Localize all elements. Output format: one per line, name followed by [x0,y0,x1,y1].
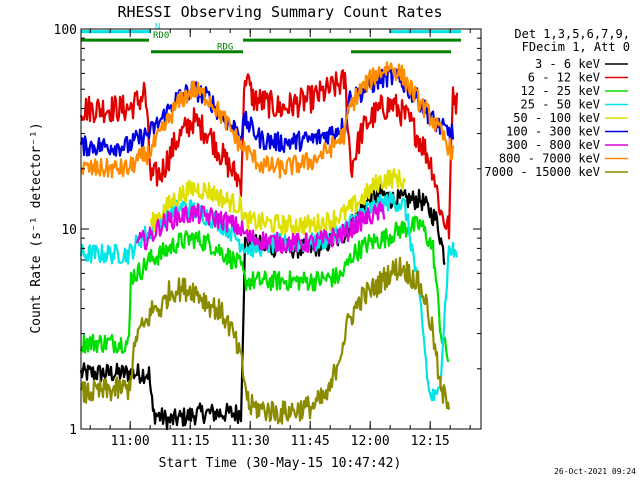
x-axis-label: Start Time (30-May-15 10:47:42) [159,456,402,471]
x-tick-label: 11:15 [171,434,210,449]
series-trace-1 [79,69,459,240]
legend-label: 7000 - 15000 keV [484,165,600,179]
legend-label: 800 - 7000 keV [499,152,600,166]
flag-label: N [155,23,160,33]
x-tick-label: 11:30 [231,434,270,449]
y-tick-label: 1 [69,423,77,438]
flag-label: RDG [217,43,233,53]
series-trace-7 [80,61,455,179]
x-tick-label: 11:45 [291,434,330,449]
series-trace-4 [149,168,407,236]
legend-label: 6 - 12 keV [528,71,600,85]
legend-label: 12 - 25 keV [521,84,600,98]
series-trace-2 [79,215,450,363]
series-trace-5 [79,66,455,157]
chart-title: RHESSI Observing Summary Count Rates [117,3,442,21]
y-tick-label: 10 [61,223,77,238]
x-tick-label: 11:00 [111,434,150,449]
series-trace-6 [135,201,386,254]
footer-date: 26-Oct-2021 09:24 [554,467,636,476]
axes-layer: 11:00 11:15 11:30 11:45 12:00 12:15 1 10 100 [54,23,482,449]
legend-label: 50 - 100 keV [513,111,600,125]
legend-label: 3 - 6 keV [535,57,600,71]
legend-label: 100 - 300 keV [506,125,600,139]
x-tick-label: 12:15 [411,434,450,449]
legend-header-line-2: FDecim 1, Att 0 [522,40,630,54]
flag-label: RD0 [153,31,169,41]
series-layer [79,61,459,431]
legend-header-line-1: Det 1,3,5,6,7,9, [514,27,630,41]
x-tick-label: 12:00 [351,434,390,449]
y-axis-label: Count Rate (s⁻¹ detector⁻¹) [29,122,44,333]
series-trace-8 [79,256,451,425]
legend-label: 300 - 800 keV [506,138,600,152]
y-tick-label: 100 [54,23,77,38]
legend-label: 25 - 50 keV [521,98,600,112]
